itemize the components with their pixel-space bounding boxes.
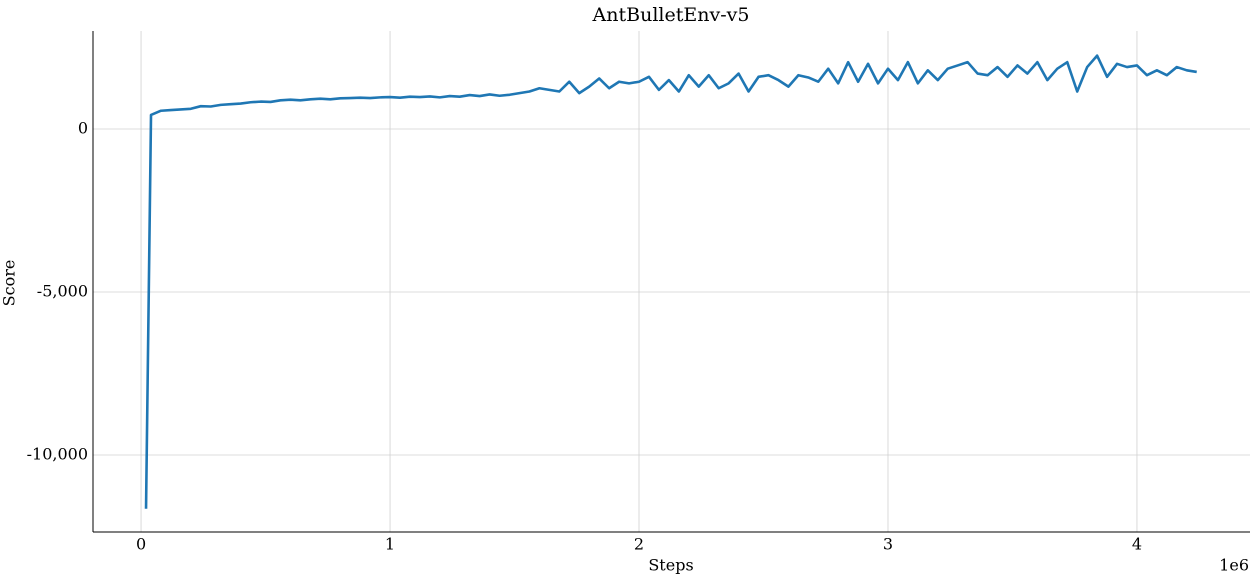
y-tick-label: -5,000 <box>37 281 88 300</box>
y-axis-label: Score <box>0 260 19 307</box>
chart-title: AntBulletEnv-v5 <box>592 4 750 26</box>
x-axis-label: Steps <box>648 556 693 575</box>
y-tick-label: 0 <box>78 118 88 137</box>
x-offset-label: 1e6 <box>1219 556 1249 575</box>
data-line <box>144 54 1197 509</box>
x-tick-label: 0 <box>136 535 146 554</box>
x-tick-label: 4 <box>1132 535 1142 554</box>
x-tick-label: 1 <box>385 535 395 554</box>
x-tick-label: 2 <box>634 535 644 554</box>
y-tick-label: -10,000 <box>27 444 88 463</box>
x-tick-label: 3 <box>883 535 893 554</box>
